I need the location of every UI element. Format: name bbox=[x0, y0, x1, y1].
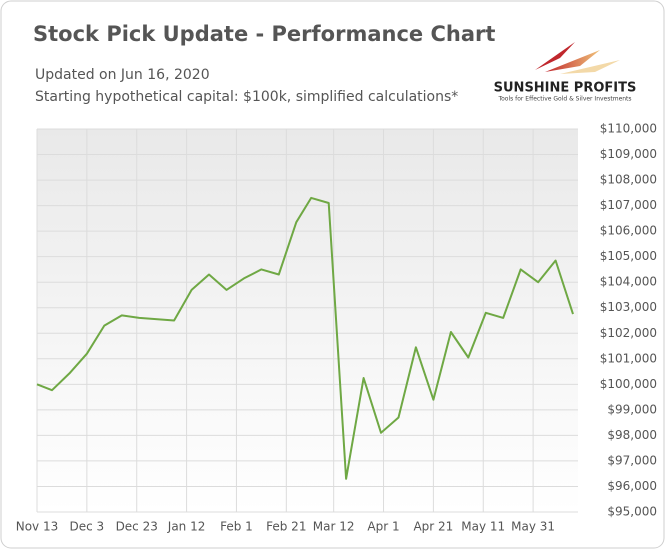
logo-swoosh bbox=[545, 50, 600, 72]
y-tick-label: $96,000 bbox=[607, 479, 657, 493]
x-tick-label: Mar 12 bbox=[313, 520, 355, 534]
x-tick-label: Dec 3 bbox=[70, 520, 105, 534]
y-tick-label: $104,000 bbox=[600, 275, 657, 289]
y-tick-label: $95,000 bbox=[607, 505, 657, 519]
x-tick-label: Dec 23 bbox=[116, 520, 158, 534]
chart-title: Stock Pick Update - Performance Chart bbox=[33, 22, 495, 46]
y-tick-label: $102,000 bbox=[600, 326, 657, 340]
x-tick-label: Feb 1 bbox=[220, 520, 253, 534]
logo: SUNSHINE PROFITS Tools for Effective Gol… bbox=[494, 42, 637, 103]
x-tick-label: Nov 13 bbox=[16, 520, 59, 534]
x-tick-label: Feb 21 bbox=[266, 520, 306, 534]
y-tick-label: $97,000 bbox=[607, 453, 657, 467]
logo-swoosh bbox=[535, 42, 575, 70]
y-tick-label: $101,000 bbox=[600, 351, 657, 365]
logo-tagline: Tools for Effective Gold & Silver Invest… bbox=[497, 96, 631, 103]
x-tick-label: Jan 12 bbox=[167, 520, 206, 534]
logo-swoosh bbox=[560, 60, 620, 74]
y-tick-label: $107,000 bbox=[600, 198, 657, 212]
y-tick-label: $106,000 bbox=[600, 224, 657, 238]
data-line bbox=[36, 196, 574, 480]
x-tick-label: May 31 bbox=[511, 520, 555, 534]
x-tick-label: Apr 21 bbox=[413, 520, 453, 534]
x-tick-label: Apr 1 bbox=[367, 520, 399, 534]
y-tick-label: $98,000 bbox=[607, 428, 657, 442]
y-tick-label: $103,000 bbox=[600, 300, 657, 314]
y-tick-label: $99,000 bbox=[607, 402, 657, 416]
x-tick-label: May 11 bbox=[461, 520, 505, 534]
subtitle: Updated on Jun 16, 2020 bbox=[35, 67, 210, 83]
y-tick-label: $100,000 bbox=[600, 377, 657, 391]
y-tick-label: $108,000 bbox=[600, 173, 657, 187]
y-tick-label: $109,000 bbox=[600, 147, 657, 161]
y-tick-label: $110,000 bbox=[600, 122, 657, 136]
logo-name: SUNSHINE PROFITS bbox=[494, 81, 637, 96]
subtitle: Starting hypothetical capital: $100k, si… bbox=[35, 89, 458, 105]
plot-area bbox=[37, 129, 578, 512]
y-tick-label: $105,000 bbox=[600, 249, 657, 263]
